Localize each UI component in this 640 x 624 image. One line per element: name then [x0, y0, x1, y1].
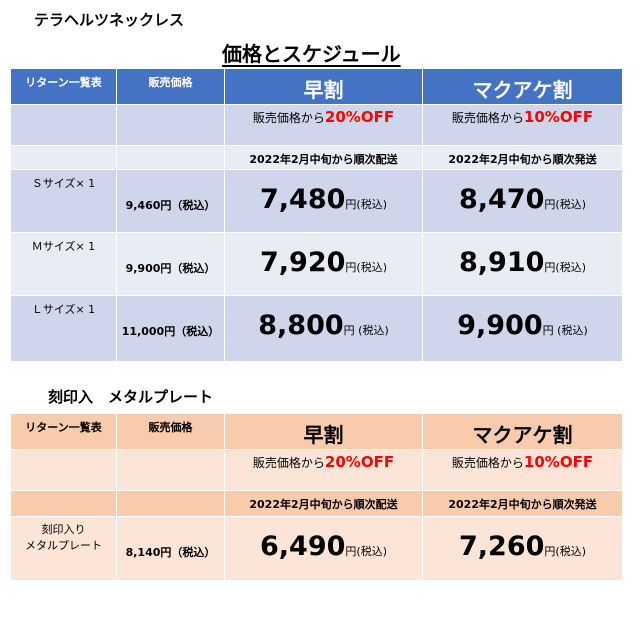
header-return-list: リターン一覧表: [10, 68, 117, 105]
header-early-discount: 早割: [224, 68, 423, 105]
shipping-early: 2022年2月中旬から順次配送: [249, 498, 398, 511]
early-price: 7,920円(税込): [260, 247, 387, 278]
metal-plate-section-title: 刻印入 メタルプレート: [48, 388, 214, 406]
regular-price: 11,000円（税込）: [121, 325, 220, 338]
makuake-price: 8,910円(税込): [459, 247, 586, 278]
shipping-row: 2022年2月中旬から順次配送 2022年2月中旬から順次発送: [10, 145, 623, 170]
shipping-early: 2022年2月中旬から順次配送: [249, 153, 398, 166]
shipping-row: 2022年2月中旬から順次配送 2022年2月中旬から順次発送: [10, 490, 623, 517]
table-row: Ｍサイズ× 1 9,900円（税込） 7,920円(税込) 8,910円(税込): [10, 232, 623, 296]
header-sale-price: 販売価格: [116, 413, 225, 450]
discount-note-row: 販売価格から20%OFF 販売価格から10%OFF: [10, 104, 623, 146]
makuake-price: 9,900円 (税込): [457, 310, 588, 341]
discount-note-makuake: 販売価格から10%OFF: [451, 453, 594, 471]
size-label: Ｓサイズ× 1: [31, 177, 96, 190]
product-title: テラヘルツネックレス: [34, 11, 185, 29]
early-price: 7,480円(税込): [260, 184, 387, 215]
schedule-title: 価格とスケジュール: [222, 42, 401, 66]
header-sale-price: 販売価格: [116, 68, 225, 105]
early-price: 6,490円(税込): [260, 531, 387, 562]
regular-price: 9,900円（税込）: [125, 262, 216, 275]
early-price: 8,800円 (税込): [258, 310, 389, 341]
table-row: 刻印入り メタルプレート 8,140円（税込） 6,490円(税込) 7,260…: [10, 516, 623, 581]
discount-note-early: 販売価格から20%OFF: [252, 453, 395, 471]
discount-note-early: 販売価格から20%OFF: [252, 108, 395, 126]
price-table-necklace: リターン一覧表 販売価格 早割 マクアケ割 販売価格から20%OFF 販売価格か…: [10, 68, 623, 362]
price-table-metal-plate: リターン一覧表 販売価格 早割 マクアケ割 販売価格から20%OFF 販売価格か…: [10, 413, 623, 581]
makuake-price: 7,260円(税込): [459, 531, 586, 562]
size-label: Ｌサイズ× 1: [31, 303, 96, 316]
table-header-row: リターン一覧表 販売価格 早割 マクアケ割: [10, 68, 623, 105]
shipping-makuake: 2022年2月中旬から順次発送: [448, 153, 597, 166]
header-return-list: リターン一覧表: [10, 413, 117, 450]
header-makuake-discount: マクアケ割: [422, 68, 623, 105]
shipping-makuake: 2022年2月中旬から順次発送: [448, 498, 597, 511]
regular-price: 9,460円（税込）: [125, 199, 216, 212]
table-row: Ｓサイズ× 1 9,460円（税込） 7,480円(税込) 8,470円(税込): [10, 169, 623, 233]
item-label: 刻印入り メタルプレート: [25, 523, 102, 552]
discount-note-makuake: 販売価格から10%OFF: [451, 108, 594, 126]
size-label: Ｍサイズ× 1: [31, 240, 96, 253]
header-early-discount: 早割: [224, 413, 423, 450]
makuake-price: 8,470円(税込): [459, 184, 586, 215]
table-header-row: リターン一覧表 販売価格 早割 マクアケ割: [10, 413, 623, 450]
discount-note-row: 販売価格から20%OFF 販売価格から10%OFF: [10, 449, 623, 491]
table-row: Ｌサイズ× 1 11,000円（税込） 8,800円 (税込) 9,900円 (…: [10, 295, 623, 362]
regular-price: 8,140円（税込）: [125, 546, 216, 559]
header-makuake-discount: マクアケ割: [422, 413, 623, 450]
